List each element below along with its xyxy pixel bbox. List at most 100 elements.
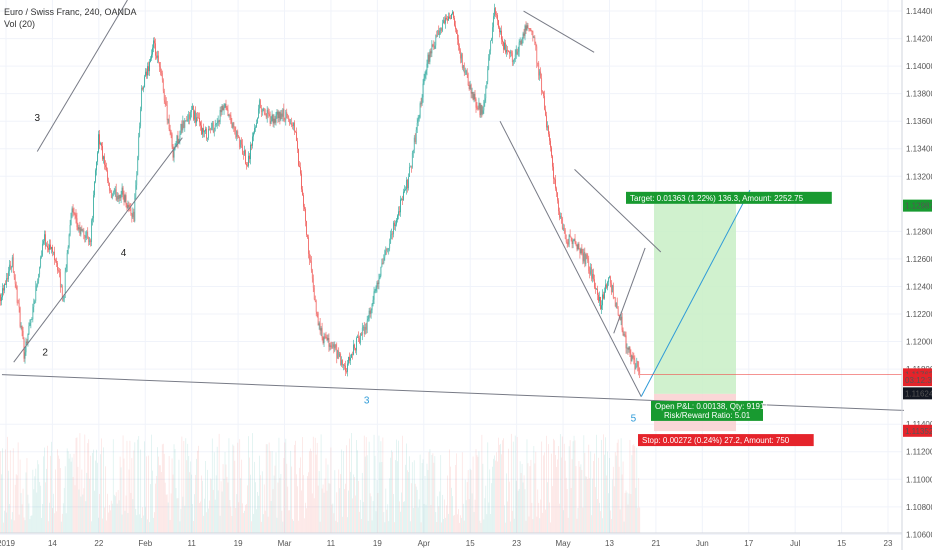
volume-bar — [135, 509, 137, 533]
candle-body — [266, 109, 268, 118]
volume-bar — [157, 447, 158, 533]
price-axis[interactable]: 1.14400 1.14200 1.14000 1.13800 1.13600 1.134… — [901, 0, 932, 550]
volume-bar — [575, 466, 577, 533]
candle-body — [524, 25, 526, 36]
target-zone — [654, 203, 736, 394]
candle-body — [162, 79, 164, 91]
candle-body — [370, 310, 372, 314]
candle-body — [68, 234, 70, 248]
volume-bar — [496, 452, 497, 533]
volume-bar — [545, 509, 546, 533]
candle-body — [127, 205, 129, 209]
candle-body — [190, 112, 192, 120]
candle-body — [31, 319, 33, 320]
volume-bar — [65, 513, 67, 533]
candle-body — [467, 74, 469, 86]
candle-body — [555, 179, 556, 189]
volume-bar — [259, 475, 261, 533]
volume-bar — [282, 521, 284, 533]
candle-body — [411, 152, 413, 168]
candle-body — [157, 55, 159, 63]
volume-bar — [304, 518, 305, 533]
volume-bar — [64, 466, 66, 533]
volume-bar — [377, 492, 379, 533]
candle-body — [113, 191, 115, 193]
volume-bar — [502, 440, 503, 533]
candle-body — [321, 328, 323, 338]
volume-bar — [107, 512, 109, 533]
volume-bar — [444, 499, 445, 533]
price-tick-label: 1.11400 — [906, 420, 932, 429]
candle-body — [514, 54, 516, 60]
candle-body — [87, 231, 89, 238]
candle-body — [306, 221, 307, 235]
volume-bar — [391, 450, 393, 533]
candle-body — [216, 123, 218, 124]
candle-body — [26, 341, 28, 344]
candle-body — [213, 129, 215, 133]
volume-bar — [413, 460, 415, 533]
volume-bar — [311, 493, 313, 533]
channel-line-lower-right — [499, 120, 642, 397]
volume-bar — [601, 439, 602, 533]
volume-bar — [469, 468, 471, 533]
candle-body — [339, 353, 341, 357]
volume-bar — [250, 474, 251, 533]
candle-body — [123, 195, 125, 202]
candle-body — [163, 90, 165, 101]
candle-body — [333, 344, 335, 349]
volume-bar — [34, 476, 36, 533]
candle-body — [194, 111, 195, 120]
volume-bar — [280, 474, 282, 533]
volume-bar — [506, 473, 507, 533]
candle-body — [364, 326, 366, 334]
volume-bar — [126, 440, 128, 533]
candle-body — [44, 234, 45, 241]
trend-lines[interactable] — [1, 0, 904, 411]
candle-body — [342, 360, 344, 366]
candle-body — [420, 103, 422, 105]
volume-bar — [312, 436, 314, 533]
candle-body — [365, 326, 367, 330]
volume-bar — [12, 448, 14, 533]
candle-body — [633, 357, 635, 360]
candle-body — [377, 282, 379, 284]
candle-body — [598, 294, 599, 302]
volume-bar — [232, 444, 234, 533]
candle-body — [528, 28, 530, 29]
volume-bar — [210, 479, 212, 533]
volume-bar — [544, 452, 545, 533]
volume-bar — [339, 488, 341, 533]
volume-bar — [595, 487, 596, 533]
candle-body — [548, 126, 549, 135]
volume-bar — [207, 469, 208, 533]
candle-body — [527, 25, 529, 29]
candlesticks — [0, 3, 641, 379]
volume-bar — [36, 492, 38, 533]
volume-bar — [106, 520, 107, 533]
candle-body — [50, 244, 51, 250]
volume-bar — [361, 472, 363, 533]
candle-body — [278, 112, 280, 119]
candle-body — [611, 285, 613, 293]
candle-body — [132, 211, 134, 218]
volume-bar — [323, 492, 325, 533]
candle-body — [468, 85, 470, 90]
candle-body — [541, 78, 543, 92]
candle-body — [331, 346, 333, 348]
candle-body — [214, 125, 216, 130]
volume-bar — [213, 452, 215, 533]
candle-body — [600, 296, 601, 310]
volume-bar — [511, 510, 513, 533]
price-scale-badge: 03:12:35 — [903, 374, 932, 387]
candle-body — [534, 37, 536, 44]
volume-bar — [529, 466, 531, 533]
volume-bar — [495, 460, 496, 533]
volume-bar — [608, 457, 610, 533]
volume-bar — [240, 478, 242, 533]
rr-label-text: Risk/Reward Ratio: 5.01 — [664, 411, 751, 420]
volume-bar — [288, 510, 290, 533]
volume-bar — [33, 489, 35, 533]
